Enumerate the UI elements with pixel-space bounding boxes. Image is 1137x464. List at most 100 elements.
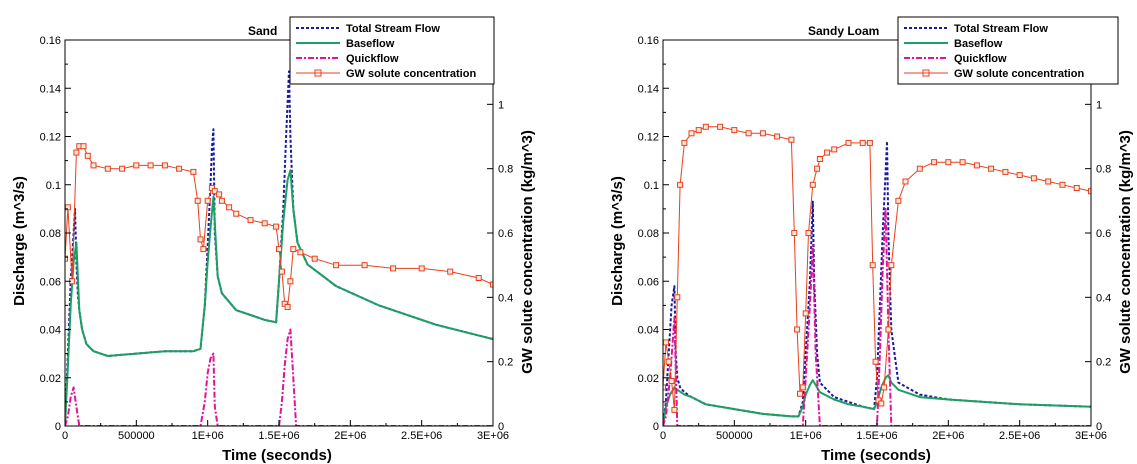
data-point-marker	[278, 268, 285, 275]
x-tick-label: 1E+06	[192, 430, 224, 442]
chart-panel-sandy-loam: 0 0.02 0.04 0.06 0.08 0.1 0.12 0.14 0.16 0 0.2 0.4 0…	[609, 16, 1134, 464]
y2-tick-label: 0	[1096, 421, 1102, 433]
data-point-marker	[190, 168, 197, 175]
y-axis-label: Discharge (m^3/s)	[609, 176, 626, 306]
y-tick-label: 0.16	[40, 35, 61, 47]
data-point-marker	[671, 406, 678, 413]
data-point-marker	[1045, 178, 1052, 185]
data-point-marker	[73, 149, 80, 156]
x-tick-label: 3E+06	[1075, 430, 1107, 442]
x-tick-label: 2E+06	[932, 430, 964, 442]
y-tick-label: 0	[653, 421, 659, 433]
data-point-marker	[809, 181, 816, 188]
data-point-marker	[333, 262, 340, 269]
x-tick-label: 2E+06	[334, 430, 366, 442]
data-point-marker	[799, 384, 806, 391]
data-point-marker	[287, 278, 294, 285]
legend-label-total: Total Stream Flow	[954, 23, 1048, 35]
data-point-marker	[247, 217, 254, 224]
data-point-marker	[816, 156, 823, 162]
data-point-marker	[290, 246, 297, 253]
data-point-marker	[176, 165, 183, 172]
plot-frame	[64, 39, 494, 427]
legend-label-total: Total Stream Flow	[346, 23, 440, 35]
data-point-marker	[895, 197, 902, 204]
data-point-marker	[200, 246, 207, 253]
data-point-marker	[1030, 175, 1037, 182]
data-point-marker	[663, 339, 669, 346]
data-point-marker	[273, 223, 280, 230]
x-tick-label: 3E+06	[477, 430, 509, 442]
data-point-marker	[133, 162, 140, 169]
data-point-marker	[216, 191, 223, 198]
data-point-marker	[1002, 168, 1009, 175]
y2-axis-label: GW solute concentration (kg/m^3)	[1117, 130, 1134, 374]
data-point-marker	[65, 255, 68, 262]
series-line-quickflow	[663, 207, 1091, 426]
data-point-marker	[674, 294, 681, 301]
data-point-marker	[878, 400, 885, 407]
data-point-marker	[745, 130, 752, 137]
data-point-marker	[731, 127, 738, 134]
x-tick-label: 1.5E+06	[258, 430, 299, 442]
y-axis-label: Discharge (m^3/s)	[11, 176, 28, 306]
y-tick-label: 0	[55, 421, 61, 433]
data-point-marker	[717, 123, 724, 130]
data-point-marker	[797, 390, 803, 397]
data-point-marker	[1016, 172, 1023, 179]
data-point-marker	[80, 143, 87, 150]
chart-panel-sand: 0 0.02 0.04 0.06 0.08 0.1 0.12 0.14 0.16 0 0.2 0.4 0…	[11, 16, 536, 464]
legend: Total Stream Flow Baseflow Quickflow GW …	[897, 16, 1119, 85]
data-point-marker	[869, 262, 876, 269]
data-point-marker	[988, 165, 995, 172]
y-tick-label: 0.06	[40, 276, 61, 288]
x-tick-label: 2.5E+06	[401, 430, 442, 442]
data-point-marker	[665, 358, 672, 365]
x-tick-label: 1E+06	[790, 430, 822, 442]
plot-area: 0 0.02 0.04 0.06 0.08 0.1 0.12 0.14 0.16 0 0.2 0.4 0…	[638, 35, 1112, 442]
data-point-marker	[802, 310, 809, 317]
legend-marker-gw	[314, 69, 322, 77]
y2-tick-label: 0.8	[1096, 164, 1111, 176]
data-point-marker	[475, 275, 482, 281]
data-point-marker	[204, 197, 211, 204]
data-point-marker	[226, 204, 233, 211]
y-tick-label: 0.14	[638, 83, 659, 95]
data-point-marker	[418, 265, 425, 272]
y2-tick-label: 0.2	[1096, 357, 1111, 369]
y2-tick-label: 0.2	[498, 357, 513, 369]
legend: Total Stream Flow Baseflow Quickflow GW …	[289, 16, 495, 85]
y-tick-label: 0.12	[40, 132, 61, 144]
data-point-marker	[161, 162, 168, 169]
data-point-marker	[916, 165, 923, 172]
y-tick-label: 0.1	[644, 180, 659, 192]
data-point-marker	[1073, 185, 1080, 191]
x-tick-label: 500000	[716, 430, 753, 442]
data-point-marker	[872, 358, 879, 365]
data-point-marker	[702, 123, 709, 130]
data-point-marker	[794, 326, 801, 333]
data-point-marker	[774, 133, 781, 140]
legend-label-gw: GW solute concentration	[346, 68, 476, 80]
y-tick-label: 0.14	[40, 83, 61, 95]
data-point-marker	[866, 139, 873, 146]
data-point-marker	[233, 210, 240, 217]
data-point-marker	[90, 162, 97, 169]
data-point-marker	[284, 304, 291, 310]
legend-label-quickflow: Quickflow	[954, 53, 1007, 65]
legend-label-quickflow: Quickflow	[346, 53, 399, 65]
y2-tick-label: 1	[1096, 99, 1102, 111]
data-point-marker	[361, 262, 368, 269]
y2-tick-label: 0.6	[498, 228, 513, 240]
data-point-marker	[931, 159, 938, 166]
x-tick-label: 500000	[118, 430, 155, 442]
data-point-marker	[859, 139, 866, 146]
legend-label-baseflow: Baseflow	[346, 38, 395, 50]
data-point-marker	[805, 230, 812, 236]
y2-tick-label: 0.4	[498, 292, 513, 304]
y-tick-label: 0.08	[40, 228, 61, 240]
y2-tick-label: 1	[498, 99, 504, 111]
data-point-marker	[211, 188, 218, 195]
data-point-marker	[885, 326, 892, 333]
legend-label-baseflow: Baseflow	[954, 38, 1003, 50]
